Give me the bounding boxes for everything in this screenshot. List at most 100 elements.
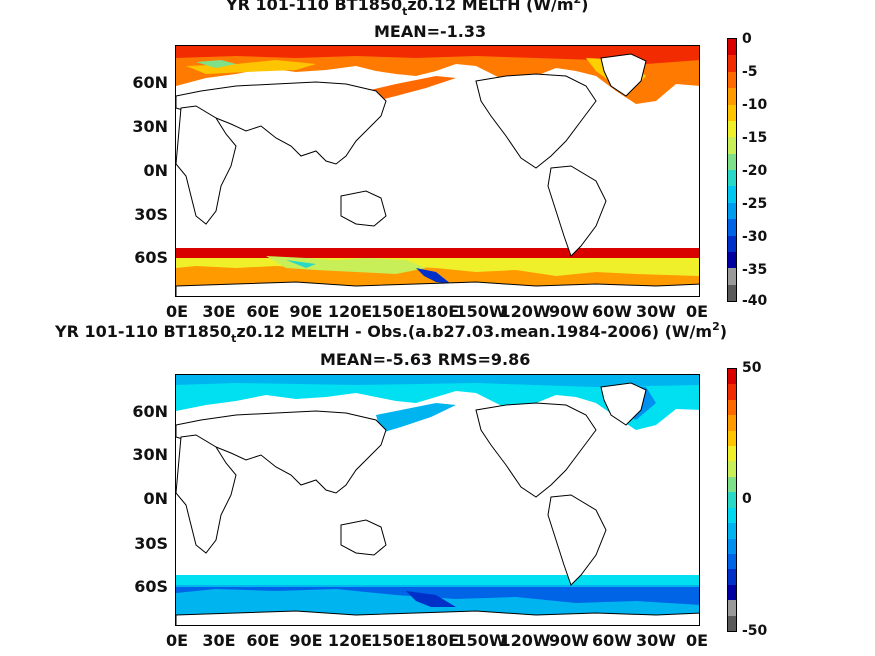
panel2-colorbar-tick: -50 — [742, 623, 768, 639]
panel1-arctic-yellow — [186, 60, 316, 74]
panel1-lon-tick: 180E — [414, 302, 460, 321]
panel2-lon-tick: 120W — [499, 631, 551, 650]
panel1-australia — [340, 190, 387, 227]
colorbar-segment — [728, 507, 736, 524]
panel1-title-subscript: t — [402, 5, 408, 18]
panel2-title-part-a: YR 101-110 BT1850 — [55, 322, 232, 341]
panel2-africa — [176, 434, 237, 554]
colorbar-segment — [728, 461, 736, 477]
panel1-southern-cyan — [286, 260, 316, 268]
panel2-southern-darkest — [406, 591, 456, 607]
panel1-lat-tick: 0N — [143, 161, 168, 180]
panel1-lon-tick: 120W — [499, 302, 551, 321]
panel1-greenland — [600, 53, 647, 97]
panel2-lon-tick: 0E — [685, 631, 709, 650]
panel2-arctic-field — [176, 375, 699, 430]
colorbar-segment — [728, 446, 736, 462]
panel1-lat-tick: 60N — [132, 73, 168, 92]
panel1-title-line2: MEAN=-1.33 — [374, 22, 487, 41]
panel1-title-line1: YR 101-110 BT1850tz0.12 MELTH (W/m2) — [226, 0, 588, 18]
colorbar-segment — [728, 415, 736, 431]
panel1-colorbar-tick: -10 — [742, 97, 768, 113]
panel2-lon-tick: 60E — [246, 631, 280, 650]
panel2-north-america — [475, 402, 597, 498]
panel1-lon-tick: 150E — [370, 302, 416, 321]
colorbar-segment — [728, 538, 736, 554]
colorbar-segment — [728, 219, 736, 236]
panel2-title-part-b: z0.12 MELTH - Obs.(a.b27.03.mean.1984-20… — [236, 322, 713, 341]
panel1-colorbar-tick: -20 — [742, 163, 768, 179]
colorbar-segment — [728, 384, 736, 400]
colorbar-segment — [728, 268, 736, 285]
panel1-map-svg — [176, 46, 699, 296]
colorbar-segment — [728, 553, 736, 570]
panel1-colorbar-tick: -35 — [742, 262, 768, 278]
panel1-eurasia — [176, 81, 387, 165]
panel1-title-part-a: YR 101-110 BT1850 — [226, 0, 403, 14]
panel1-lon-tick: 30W — [636, 302, 676, 321]
panel1-south-america — [547, 165, 607, 257]
panel1-title-superscript: 2 — [574, 0, 582, 6]
panel2-lat-tick: 60N — [132, 402, 168, 421]
panel1-lon-tick: 120E — [327, 302, 373, 321]
panel1-north-america — [475, 73, 597, 169]
panel2-title-superscript: 2 — [712, 320, 720, 333]
colorbar-segment — [728, 235, 736, 252]
panel2-title-subscript: t — [231, 332, 237, 345]
panel2-lon-tick: 120E — [327, 631, 373, 650]
colorbar-segment — [728, 476, 736, 493]
panel2-map — [175, 374, 700, 626]
panel1-lon-tick: 150W — [455, 302, 507, 321]
panel2-lat-tick: 60S — [134, 577, 168, 596]
panel2-lon-tick: 150W — [455, 631, 507, 650]
panel1-southern-blue — [416, 268, 451, 284]
colorbar-segment — [728, 600, 736, 616]
panel1-colorbar-tick: -15 — [742, 130, 768, 146]
colorbar-segment — [728, 369, 736, 385]
panel2-antarctica — [176, 610, 699, 625]
panel1-lon-tick: 30E — [202, 302, 236, 321]
panel1-lon-tick: 0E — [165, 302, 189, 321]
panel2-lon-tick: 150E — [370, 631, 416, 650]
panel2-lat-tick: 30N — [132, 445, 168, 464]
panel2-lon-tick: 0E — [165, 631, 189, 650]
panel1-north-pacific-plume — [366, 76, 456, 101]
colorbar-segment — [728, 430, 736, 447]
panel1-lat-tick: 60S — [134, 248, 168, 267]
colorbar-segment — [728, 153, 736, 170]
panel1-title-part-b: z0.12 MELTH (W/m — [407, 0, 574, 14]
panel1-map — [175, 45, 700, 297]
colorbar-segment — [728, 492, 736, 508]
colorbar-segment — [728, 137, 736, 154]
panel1-antarctica — [176, 281, 699, 296]
panel2-lon-tick: 180E — [414, 631, 460, 650]
panel2-lon-tick: 60W — [592, 631, 632, 650]
panel2-lon-tick: 90E — [289, 631, 323, 650]
panel1-colorbar-tick: -30 — [742, 229, 768, 245]
panel2-colorbar-tick: 50 — [742, 360, 762, 376]
panel1-lon-tick: 60E — [246, 302, 280, 321]
panel2-map-svg — [176, 375, 699, 625]
colorbar-segment — [728, 569, 736, 585]
panel1-colorbar-tick: -5 — [742, 64, 758, 80]
panel2-lon-tick: 30E — [202, 631, 236, 650]
panel1-lat-tick: 30N — [132, 117, 168, 136]
panel1-colorbar-tick: -25 — [742, 196, 768, 212]
panel2-australia — [340, 519, 387, 556]
panel1-arctic-green — [196, 60, 236, 68]
panel1-colorbar — [727, 38, 737, 302]
panel1-africa — [176, 105, 237, 225]
panel1-colorbar-tick: 0 — [742, 31, 752, 47]
panel1-lon-tick: 90W — [549, 302, 589, 321]
panel1-lon-tick: 0E — [685, 302, 709, 321]
panel2-south-america — [547, 494, 607, 586]
colorbar-segment — [728, 584, 736, 601]
colorbar-segment — [728, 399, 736, 416]
panel2-greenland — [600, 382, 647, 426]
colorbar-segment — [728, 523, 736, 539]
colorbar-segment — [728, 202, 736, 220]
panel2-eurasia — [176, 410, 387, 494]
panel1-southern-green — [266, 256, 426, 274]
panel2-title-line2: MEAN=-5.63 RMS=9.86 — [320, 350, 531, 369]
panel2-lon-tick: 30W — [636, 631, 676, 650]
